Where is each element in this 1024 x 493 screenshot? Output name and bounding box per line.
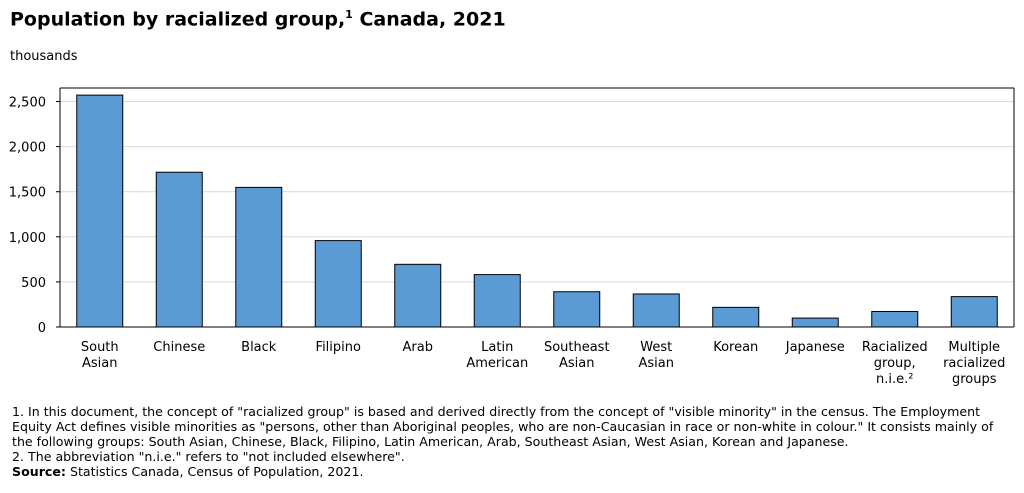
x-tick-label: Multiple racialized groups: [943, 340, 1005, 387]
x-tick-label: South Asian: [81, 340, 119, 371]
bar: [155, 171, 203, 328]
source-text: Statistics Canada, Census of Population,…: [65, 464, 364, 479]
bar: [632, 293, 680, 328]
y-tick-label: 0: [38, 321, 46, 336]
gridlines: [60, 101, 1014, 283]
y-tick-label: 2,500: [9, 96, 46, 111]
bar: [553, 291, 601, 328]
x-tick-label: Racialized group, n.i.e.²: [862, 340, 928, 387]
x-tick-label: Southeast Asian: [544, 340, 610, 371]
footnote-1: 1. In this document, the concept of "rac…: [12, 404, 994, 449]
x-tick-label: Latin American: [466, 340, 528, 371]
y-tick-label: 1,000: [9, 231, 46, 246]
bar: [314, 240, 362, 328]
footnote-2: 2. The abbreviation "n.i.e." refers to "…: [12, 449, 405, 464]
x-tick-label: Japanese: [785, 340, 845, 355]
bar: [712, 306, 760, 328]
bar: [950, 296, 998, 328]
y-tick-label: 2,000: [9, 141, 46, 156]
footnotes: 1. In this document, the concept of "rac…: [12, 404, 1012, 479]
x-tick-label: Black: [241, 340, 277, 355]
y-tick-label: 1,500: [9, 186, 46, 201]
bar: [76, 94, 124, 328]
x-tick-label: Arab: [403, 340, 433, 355]
y-axis-unit-label: thousands: [10, 49, 78, 64]
plot-frame: [59, 87, 1015, 328]
bar: [791, 317, 839, 328]
source-label: Source:: [12, 464, 66, 479]
y-tick-label: 500: [21, 276, 46, 291]
chart-title: Population by racialized group,1 Canada,…: [10, 8, 506, 31]
bars: [76, 94, 998, 328]
source-line: Source: Statistics Canada, Census of Pop…: [12, 464, 1012, 479]
bar: [235, 186, 283, 328]
x-axis-labels: South Asian Chinese Black Filipino Arab Latin A…: [81, 340, 1006, 387]
bar-chart: 0 500 1,000 1,500 2,000 2,500 South Asian Chine…: [9, 87, 1015, 387]
bar: [871, 310, 919, 328]
bar: [394, 263, 442, 328]
x-tick-label: Filipino: [316, 340, 361, 355]
x-tick-label: West Asian: [639, 340, 674, 371]
x-tick-label: Chinese: [153, 340, 205, 355]
bar: [473, 274, 521, 328]
y-axis-ticks: 0 500 1,000 1,500 2,000 2,500: [9, 96, 60, 336]
x-tick-label: Korean: [713, 340, 758, 355]
